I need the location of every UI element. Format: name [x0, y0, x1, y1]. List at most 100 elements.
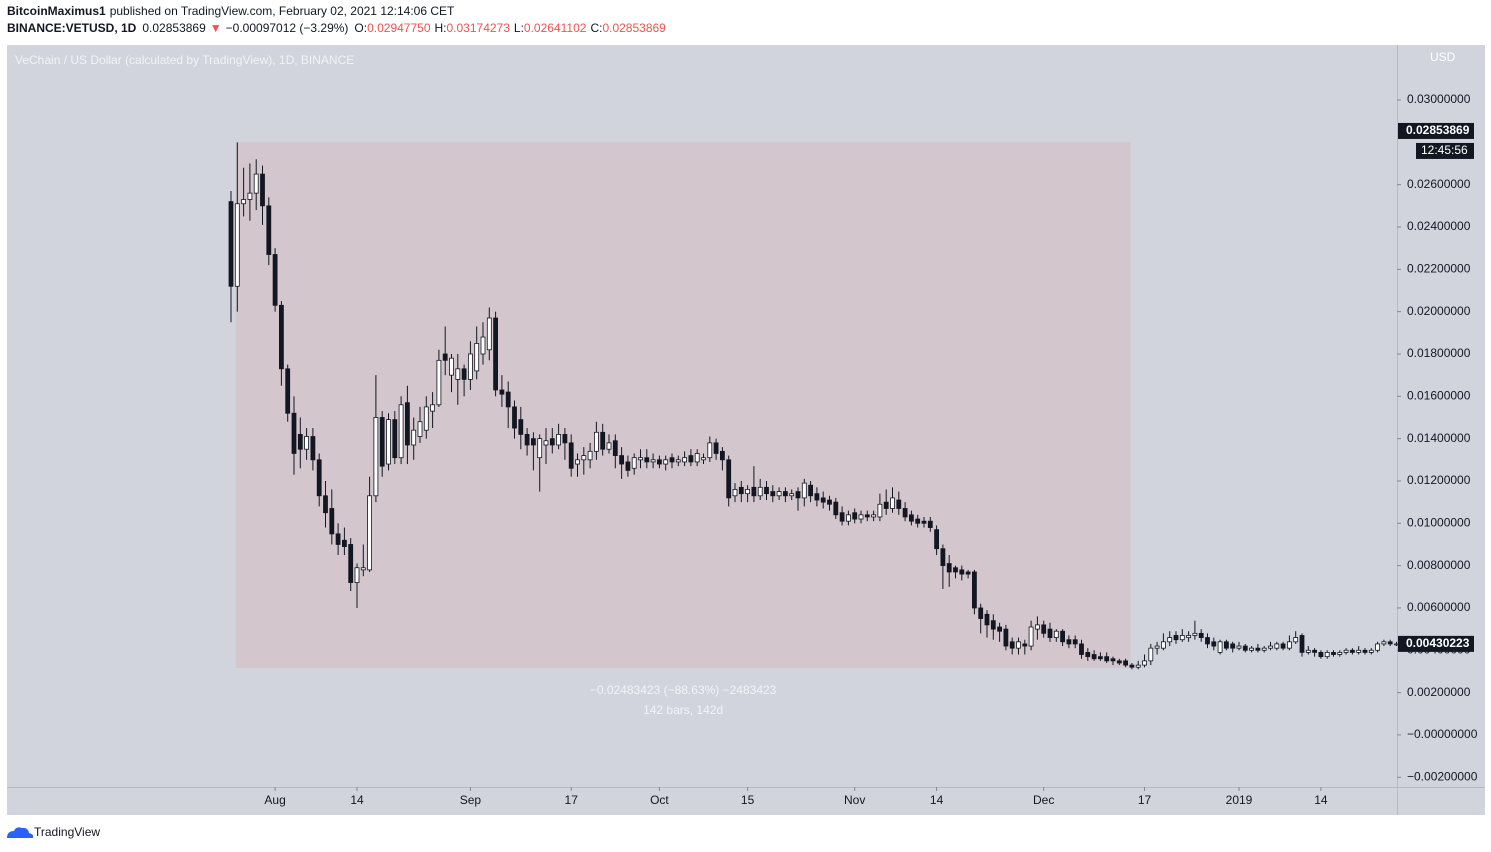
candle-body — [631, 457, 637, 469]
candle-body — [1293, 637, 1299, 643]
candle-body — [1230, 643, 1236, 649]
candle-body — [833, 501, 839, 516]
candle-body — [619, 455, 624, 465]
candle-body — [1331, 651, 1336, 655]
candle-body — [738, 486, 744, 495]
symbol-line: BINANCE:VETUSD, 1D 0.02853869 ▼ −0.00097012… — [7, 21, 666, 35]
candle-body — [404, 402, 410, 446]
candle-body — [1236, 645, 1242, 649]
candle-body — [1154, 645, 1160, 649]
candle-body — [461, 368, 467, 380]
ohlc-label: L: — [514, 21, 524, 35]
candle-body — [474, 343, 480, 372]
candle-body — [997, 626, 1002, 632]
candle-body — [669, 457, 675, 463]
x-tick-label: 14 — [930, 793, 944, 807]
candle-body — [575, 459, 580, 465]
logo — [7, 827, 34, 838]
candle-body — [1173, 635, 1179, 641]
candle-body — [323, 495, 328, 514]
candle-body — [228, 201, 234, 287]
candle-body — [871, 514, 876, 518]
candle-body — [1167, 637, 1173, 643]
candle-body — [1362, 649, 1368, 653]
y-tick-label: 0.02000000 — [1407, 304, 1471, 318]
candle-body — [386, 419, 391, 465]
candle-body — [1387, 641, 1393, 645]
x-tick-label: Nov — [844, 793, 865, 807]
candle-body — [1312, 649, 1317, 653]
candle-body — [531, 438, 536, 446]
candle-body — [1003, 628, 1009, 647]
candle-body — [1041, 624, 1047, 634]
candle-body — [354, 567, 360, 583]
candle-body — [757, 486, 763, 497]
candle-body — [297, 434, 303, 450]
candle-body — [877, 503, 883, 518]
candle-body — [839, 512, 845, 522]
y-tick-label: 0.00200000 — [1407, 685, 1471, 699]
candle-body — [1242, 645, 1248, 651]
last: 0.02853869 — [142, 21, 206, 35]
candle-body — [675, 459, 681, 463]
candle-body — [594, 431, 599, 452]
y-tick-label: 0.02600000 — [1407, 177, 1471, 191]
y-tick-label: 0.02200000 — [1407, 262, 1471, 276]
candle-body — [990, 620, 996, 630]
candle-body — [1356, 649, 1362, 653]
ohlc-label: C: — [590, 21, 602, 35]
candle-body — [745, 489, 750, 495]
candle-body — [783, 491, 788, 497]
last-price: 0.02853869 — [1406, 123, 1470, 137]
candle-body — [379, 417, 385, 467]
ohlc-value: 0.02853869 — [602, 21, 666, 35]
candle-body — [846, 514, 851, 522]
candle-body — [694, 453, 700, 463]
candle-body — [751, 486, 757, 497]
candle-body — [467, 353, 473, 380]
candle-body — [972, 571, 977, 609]
candle-body — [486, 317, 492, 351]
candle-body — [1217, 641, 1223, 653]
candle-body — [417, 421, 423, 437]
candle-body — [934, 529, 939, 550]
candle-body — [310, 436, 316, 461]
candle-body — [285, 368, 291, 414]
measure-range — [235, 142, 1131, 668]
candle-body — [449, 357, 454, 376]
candle-body — [965, 571, 971, 575]
candle-body — [1198, 632, 1204, 638]
candle-body — [1091, 654, 1097, 660]
candle-body — [568, 442, 574, 469]
candle-body — [1135, 664, 1141, 668]
change: −0.00097012 (−3.29%) — [226, 21, 349, 35]
ohlc-value: 0.02641102 — [524, 21, 587, 35]
candle-body — [801, 482, 807, 499]
x-tick-label: 15 — [741, 793, 755, 807]
arrow: ▼ — [210, 21, 222, 35]
candle-body — [543, 440, 549, 446]
candle-body — [1255, 647, 1261, 651]
ohlc-value: 0.02947750 — [367, 21, 431, 35]
candle-body — [455, 368, 461, 380]
y-tick-label: 0.01400000 — [1407, 431, 1471, 445]
candle-body — [701, 457, 706, 461]
y-tick-label: 0.01000000 — [1407, 515, 1471, 529]
candle-body — [335, 533, 341, 545]
candle-body — [512, 406, 517, 429]
x-tick-label: 2019 — [1226, 793, 1253, 807]
candle-body — [1268, 645, 1273, 649]
candle-body — [625, 461, 631, 471]
candle-body — [657, 459, 662, 465]
candle-body — [247, 192, 253, 200]
candle-body — [1016, 641, 1021, 649]
published: published on TradingView.com, February 0… — [110, 4, 455, 18]
candle-body — [1318, 651, 1324, 658]
candle-body — [959, 569, 965, 575]
candle-body — [1035, 624, 1040, 630]
candle-body — [1205, 637, 1210, 645]
candle-body — [827, 499, 832, 505]
candle-body — [688, 455, 694, 463]
plot: −0.00200000−0.000000000.002000000.004000… — [228, 92, 1478, 807]
